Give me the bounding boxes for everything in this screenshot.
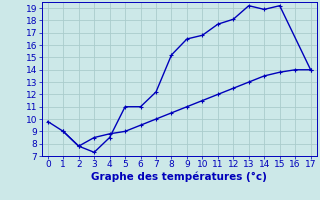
X-axis label: Graphe des températures (°c): Graphe des températures (°c) <box>91 172 267 182</box>
